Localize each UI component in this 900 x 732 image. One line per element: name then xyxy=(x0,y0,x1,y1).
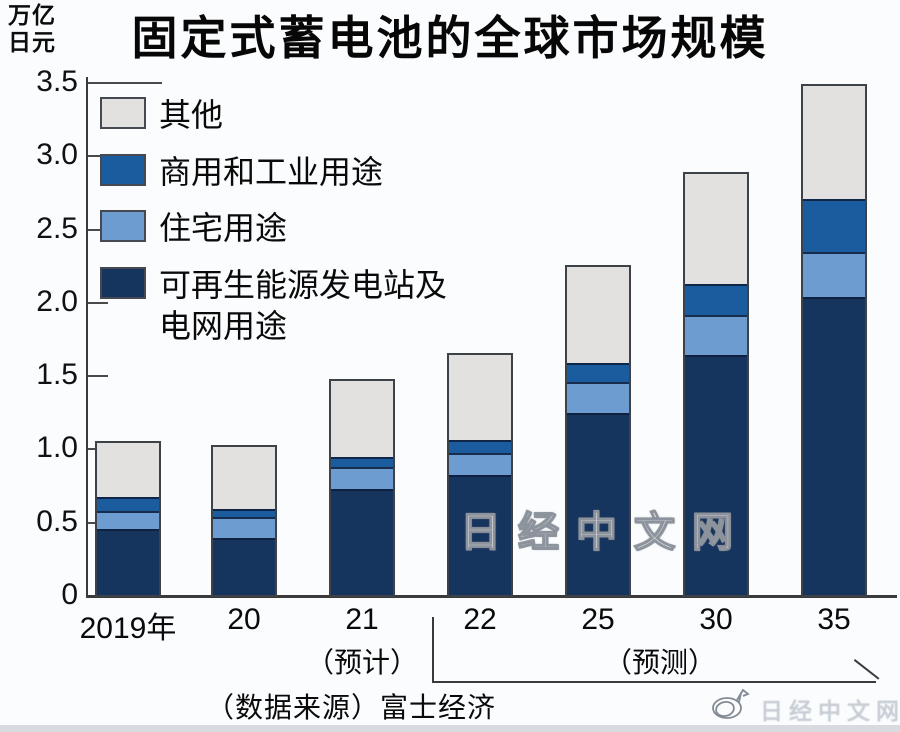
data-source-note: （数据来源）富士经济 xyxy=(206,692,497,723)
forecast-bracket-horizontal xyxy=(432,681,876,683)
y-axis-tick-label: 0 xyxy=(61,578,78,611)
x-axis-label: 21 xyxy=(345,603,379,636)
legend-item: 商用和工业用途 xyxy=(100,152,447,194)
y-axis-tick xyxy=(88,228,108,231)
stacked-bar-20 xyxy=(211,444,277,597)
bar-segment xyxy=(97,496,159,512)
bar-segment xyxy=(567,266,629,364)
bar-segment xyxy=(331,381,393,458)
y-axis-tick xyxy=(88,155,108,158)
y-axis-tick-label: 3.5 xyxy=(36,65,78,98)
legend-label: 住宅用途 xyxy=(159,210,288,247)
bar-segment xyxy=(567,413,629,595)
note-2021-estimate: （预计） xyxy=(305,647,418,678)
legend-label: 商用和工业用途 xyxy=(159,153,384,190)
bar-segment xyxy=(331,489,393,595)
legend-label: 可再生能源发电站及 电网用途 xyxy=(159,266,448,345)
legend-item: 住宅用途 xyxy=(100,208,447,250)
legend-label: 其他 xyxy=(159,97,224,133)
y-axis-tick-label: 2.0 xyxy=(36,284,78,318)
chart-title: 固定式蓄电池的全球市场规模 xyxy=(131,12,769,64)
x-axis-label: 2019年 xyxy=(79,612,177,645)
bar-segment xyxy=(803,297,865,595)
y-axis-tick-label: 1.0 xyxy=(36,431,78,465)
bar-segment xyxy=(449,439,511,453)
y-axis-unit-label: 万亿 日元 xyxy=(8,2,56,56)
bar-segment xyxy=(331,467,393,490)
y-axis-line xyxy=(86,77,88,597)
bar-segment xyxy=(685,284,747,316)
bar-segment xyxy=(567,382,629,414)
legend-swatch-icon xyxy=(100,266,146,299)
bar-segment xyxy=(97,511,159,530)
scribble-logo-icon xyxy=(712,688,750,719)
x-axis-label: 22 xyxy=(463,603,497,636)
legend-item: 可再生能源发电站及 电网用途 xyxy=(100,265,447,348)
bar-segment xyxy=(803,199,865,252)
bar-segment xyxy=(449,474,511,595)
bar-segment xyxy=(685,174,747,285)
x-axis-label: 25 xyxy=(581,603,615,636)
bar-segment xyxy=(685,315,747,355)
nikkei-watermark-corner: 日经中文网 xyxy=(760,698,900,724)
y-axis-tick xyxy=(88,375,108,378)
bar-segment xyxy=(97,529,159,595)
stacked-bar-25 xyxy=(565,264,631,597)
forecast-bracket-arrow xyxy=(853,659,880,680)
nikkei-watermark-center: 日经中文网 xyxy=(459,508,750,556)
legend-swatch-icon xyxy=(100,210,146,243)
bar-segment xyxy=(213,537,275,595)
legend-swatch-icon xyxy=(100,153,146,186)
x-axis-label: 35 xyxy=(817,603,851,636)
bar-segment xyxy=(567,363,629,383)
y-axis-tick-label: 0.5 xyxy=(36,504,78,538)
y-axis-tick xyxy=(88,301,108,304)
x-axis-label: 20 xyxy=(227,603,261,636)
bar-segment xyxy=(803,86,865,200)
bar-segment xyxy=(213,517,275,538)
bar-segment xyxy=(449,354,511,440)
stacked-bar-2019年 xyxy=(95,440,161,597)
x-axis-label: 30 xyxy=(699,603,733,636)
legend-swatch-icon xyxy=(100,97,146,129)
y-axis-tick-label: 2.5 xyxy=(36,211,78,245)
bar-segment xyxy=(213,508,275,518)
stacked-bar-21 xyxy=(329,379,395,597)
y-axis-tick-label: 1.5 xyxy=(36,358,78,392)
bar-segment xyxy=(331,457,393,468)
note-forecast-range: （预测） xyxy=(603,647,716,678)
bar-segment xyxy=(803,251,865,298)
bar-segment xyxy=(449,452,511,475)
page-bottom-edge xyxy=(0,725,900,732)
stacked-bar-35 xyxy=(801,84,867,597)
bar-segment xyxy=(685,354,747,595)
bar-segment xyxy=(97,442,159,497)
y-axis-tick xyxy=(88,82,162,84)
forecast-bracket-vertical xyxy=(432,617,434,683)
stacked-bar-22 xyxy=(447,352,513,597)
legend-item: 其他 xyxy=(100,95,447,137)
stacked-bar-30 xyxy=(683,172,749,597)
chart-legend: 其他商用和工业用途 住宅用途可再生能源发电站及 电网用途 xyxy=(100,95,447,363)
y-axis-tick-label: 3.0 xyxy=(36,138,78,172)
bar-segment xyxy=(213,446,275,509)
